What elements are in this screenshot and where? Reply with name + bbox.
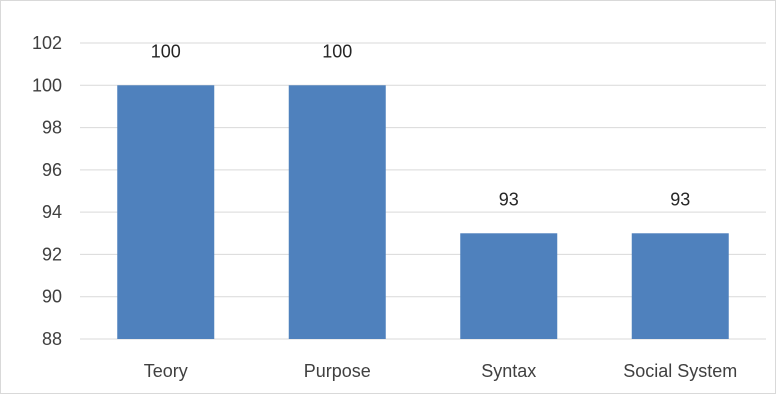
data-labels: 100 100 93 93 bbox=[151, 41, 691, 209]
y-tick-label: 92 bbox=[42, 244, 62, 264]
data-label: 93 bbox=[670, 189, 690, 209]
y-tick-label: 100 bbox=[32, 75, 62, 95]
y-tick-label: 102 bbox=[32, 33, 62, 53]
y-tick-label: 96 bbox=[42, 160, 62, 180]
x-category-label: Teory bbox=[144, 361, 188, 381]
x-axis: Teory Purpose Syntax Social System bbox=[144, 361, 738, 381]
bar-teory bbox=[117, 85, 215, 340]
y-tick-label: 94 bbox=[42, 202, 62, 222]
bar-purpose bbox=[288, 85, 386, 340]
y-tick-label: 98 bbox=[42, 118, 62, 138]
x-category-label: Social System bbox=[623, 361, 737, 381]
y-tick-label: 90 bbox=[42, 287, 62, 307]
data-label: 100 bbox=[151, 41, 181, 61]
bar-social-system bbox=[631, 233, 729, 339]
data-label: 100 bbox=[322, 41, 352, 61]
bar-syntax bbox=[460, 233, 558, 339]
x-category-label: Syntax bbox=[481, 361, 536, 381]
x-category-label: Purpose bbox=[304, 361, 371, 381]
y-tick-label: 88 bbox=[42, 329, 62, 349]
bars bbox=[117, 85, 729, 340]
data-label: 93 bbox=[499, 189, 519, 209]
y-axis: 88 90 92 94 96 98 100 102 bbox=[32, 33, 62, 349]
